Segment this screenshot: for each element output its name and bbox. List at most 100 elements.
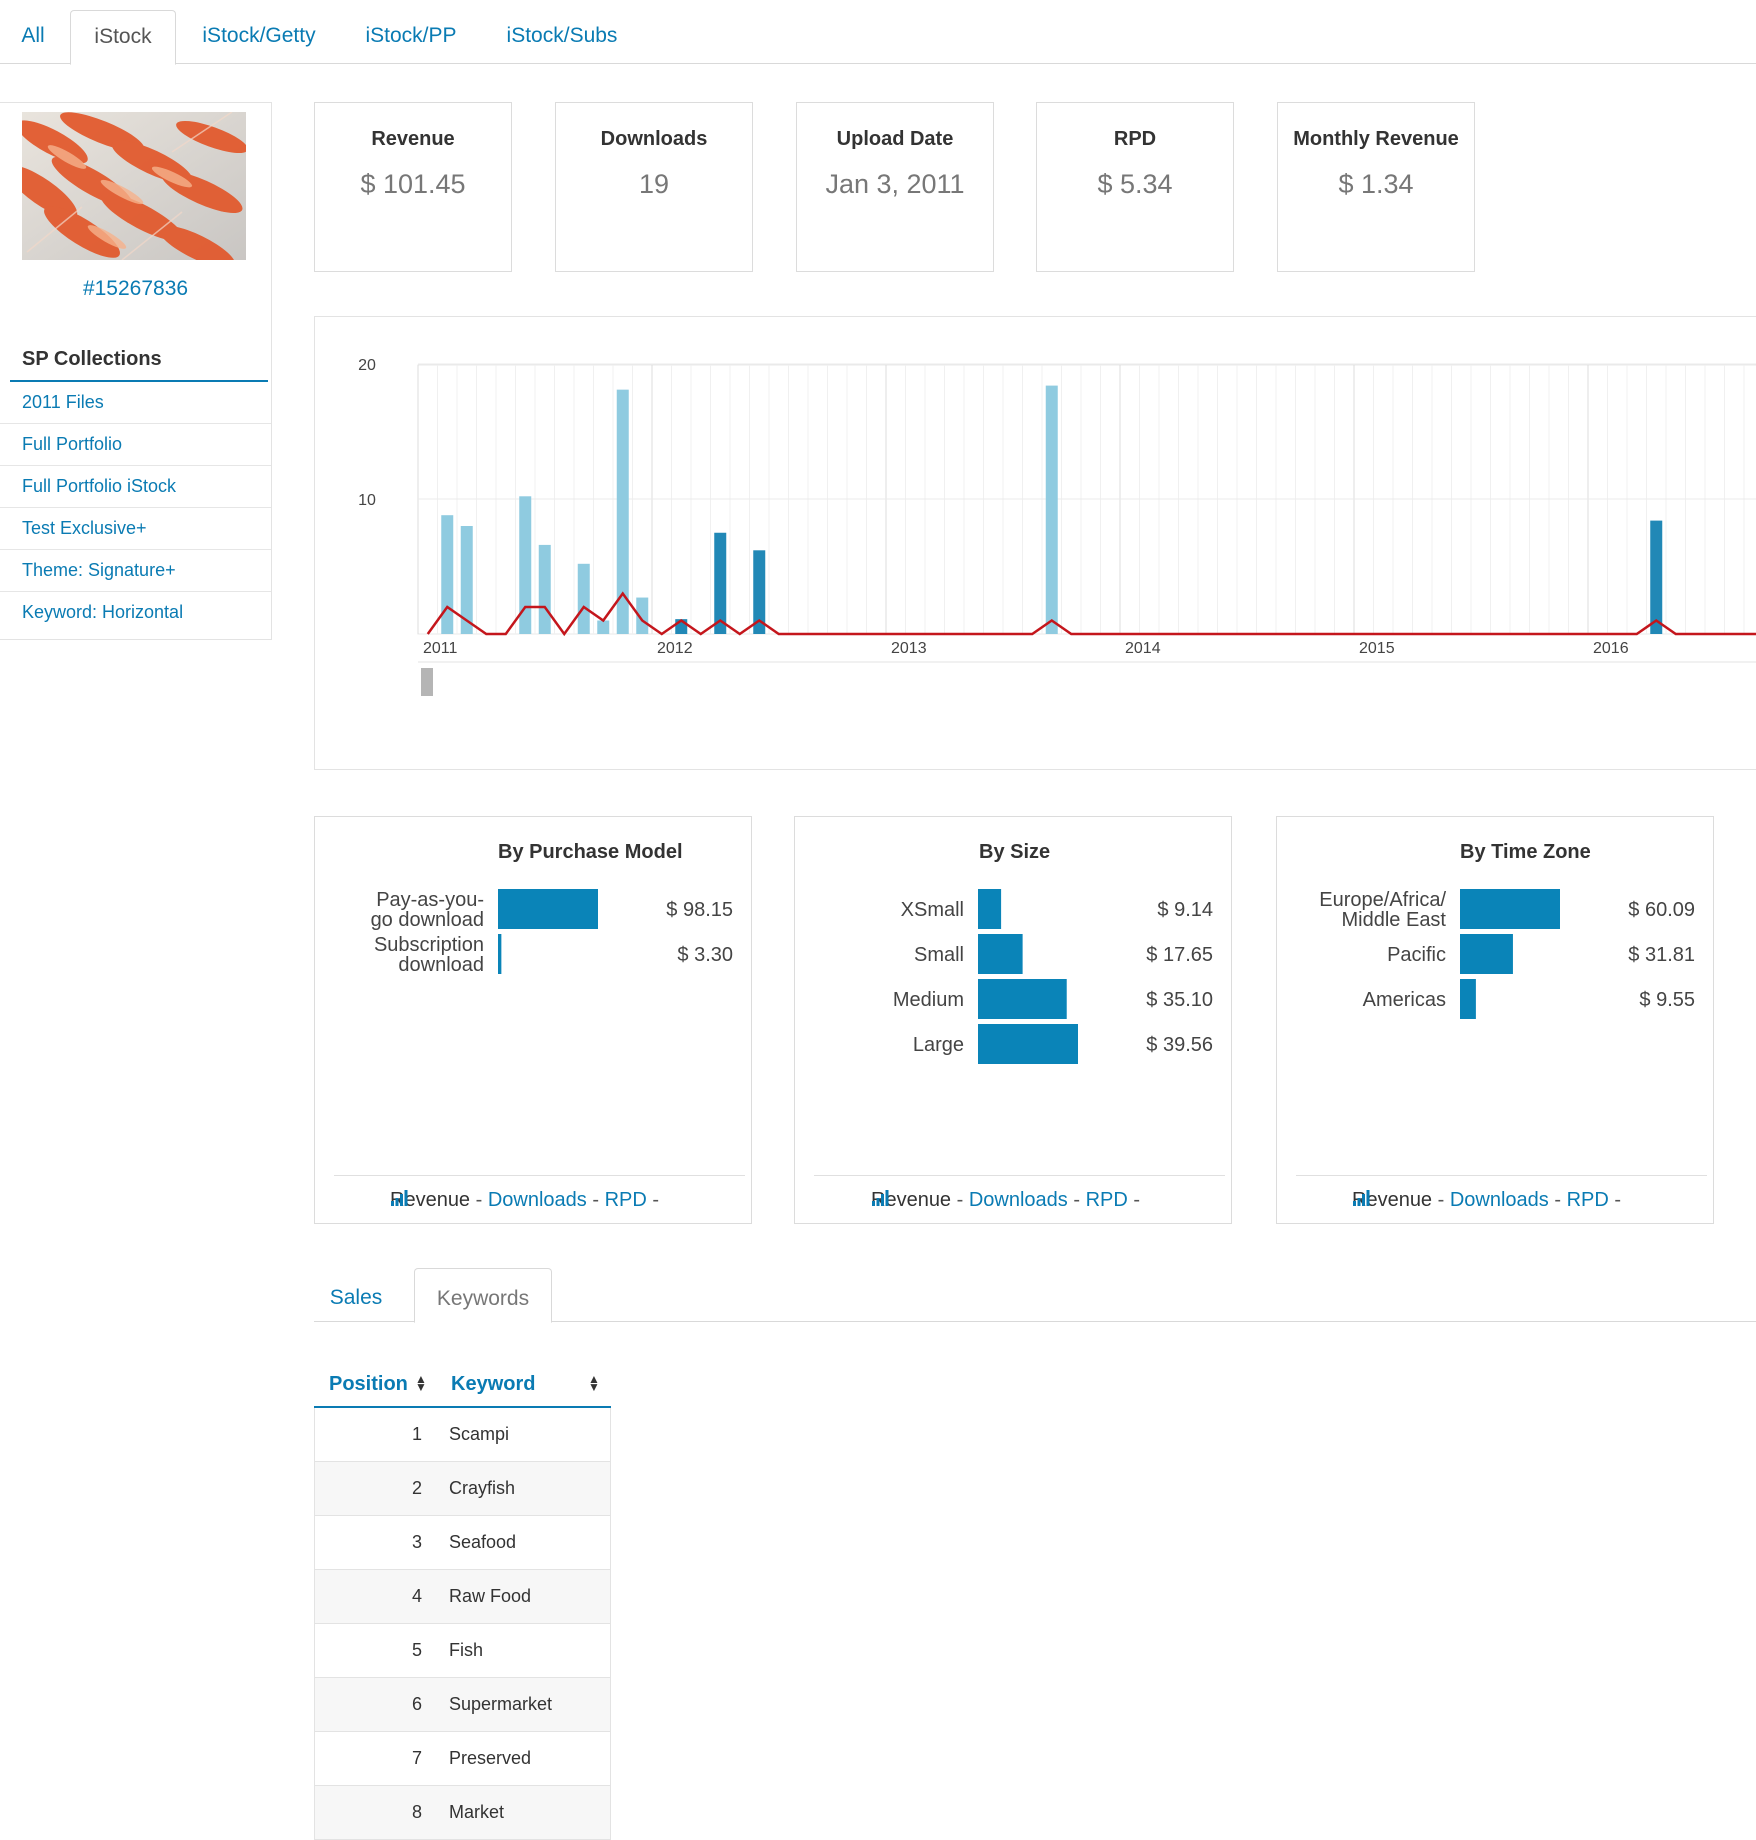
panel-footer-divider bbox=[814, 1175, 1225, 1176]
breakdown-bar[interactable] bbox=[1460, 934, 1513, 974]
stat-label: Monthly Revenue bbox=[1293, 128, 1459, 150]
table-row: 2 Crayfish bbox=[314, 1462, 611, 1516]
table-row: 8 Market bbox=[314, 1786, 611, 1840]
keyword-cell: Fish bbox=[449, 1640, 484, 1660]
timeline-bar[interactable] bbox=[636, 597, 649, 634]
breakdown-bar[interactable] bbox=[498, 934, 502, 974]
scampi-image bbox=[22, 112, 246, 260]
panel-metric-switcher: Revenue - Downloads - RPD - bbox=[871, 1189, 1140, 1212]
panel-title: By Size bbox=[979, 841, 1051, 863]
sort-icon[interactable]: ▲ ▼ bbox=[415, 1372, 427, 1394]
timeline-bar[interactable] bbox=[714, 532, 727, 634]
position-cell: 5 bbox=[411, 1640, 422, 1660]
tab-istock[interactable]: iStock bbox=[70, 10, 176, 65]
collections-title: SP Collections bbox=[22, 348, 162, 370]
value-label: $ 17.65 bbox=[1146, 944, 1213, 966]
x-tick-label: 2012 bbox=[657, 640, 693, 657]
stat-label: Revenue bbox=[371, 128, 455, 150]
collection-item[interactable]: Full Portfolio bbox=[0, 424, 271, 466]
x-tick-label: 2013 bbox=[891, 640, 927, 657]
collection-item[interactable]: Keyword: Horizontal bbox=[22, 602, 184, 622]
panel-footer-divider bbox=[334, 1175, 745, 1176]
column-header-keyword[interactable]: Keyword bbox=[451, 1373, 536, 1395]
bar-chart-icon[interactable] bbox=[871, 1189, 889, 1207]
timeline-bar[interactable] bbox=[1045, 385, 1058, 634]
panel-metric-switcher: Revenue - Downloads - RPD - bbox=[390, 1189, 659, 1212]
category-label: Large bbox=[913, 1034, 964, 1056]
metric-revenue[interactable]: Revenue bbox=[390, 1189, 471, 1211]
y-tick-label: 20 bbox=[358, 357, 376, 374]
category-label: Subscription download bbox=[374, 934, 484, 976]
keyword-cell: Supermarket bbox=[449, 1694, 553, 1714]
sort-icon[interactable]: ▲ ▼ bbox=[588, 1372, 600, 1394]
breakdown-bar[interactable] bbox=[498, 889, 598, 929]
collection-item[interactable]: Test Exclusive+ bbox=[0, 508, 271, 550]
category-label: Pacific bbox=[1387, 944, 1446, 966]
asset-sidebar: #15267836 SP Collections 2011 Files Full… bbox=[0, 102, 272, 640]
collections-divider bbox=[10, 380, 268, 382]
keyword-cell: Seafood bbox=[449, 1532, 517, 1552]
collection-item[interactable]: 2011 Files bbox=[0, 382, 271, 424]
metric-downloads-link[interactable]: Downloads bbox=[487, 1189, 587, 1211]
metric-downloads-link[interactable]: Downloads bbox=[968, 1189, 1068, 1211]
metric-revenue[interactable]: Revenue bbox=[1352, 1189, 1433, 1211]
collection-item[interactable]: Theme: Signature+ bbox=[0, 550, 271, 592]
asset-thumbnail[interactable] bbox=[22, 112, 246, 260]
timeline-bar[interactable] bbox=[519, 496, 532, 634]
category-label: Small bbox=[914, 944, 964, 966]
panel-purchase-model: By Purchase Model Pay-as-you-go download… bbox=[314, 816, 752, 1224]
keyword-cell: Raw Food bbox=[449, 1586, 532, 1606]
tab-sales[interactable]: Sales bbox=[329, 1286, 383, 1309]
breakdown-bar[interactable] bbox=[978, 934, 1023, 974]
value-label: $ 98.15 bbox=[666, 899, 733, 921]
breakdown-bar[interactable] bbox=[978, 1024, 1078, 1064]
size-bars: XSmall $ 9.14 Small $ 17.65 Medium $ 35.10 Lar… bbox=[893, 889, 1213, 1064]
bar-chart-icon[interactable] bbox=[390, 1189, 408, 1207]
timeline-bar[interactable] bbox=[597, 620, 610, 635]
tab-istock-subs[interactable]: iStock/Subs bbox=[506, 24, 618, 47]
timeline-bar[interactable] bbox=[577, 563, 590, 634]
keyword-cell: Preserved bbox=[449, 1748, 532, 1768]
range-handle[interactable] bbox=[421, 668, 433, 696]
breakdown-bar[interactable] bbox=[978, 979, 1067, 1019]
stat-rpd: RPD $ 5.34 bbox=[1036, 102, 1234, 272]
panel-title: By Purchase Model bbox=[498, 841, 683, 863]
keyword-cell: Scampi bbox=[449, 1424, 510, 1444]
x-tick-label: 2011 bbox=[423, 640, 458, 657]
breakdown-bar[interactable] bbox=[1460, 979, 1476, 1019]
timeline-bar[interactable] bbox=[1650, 520, 1663, 634]
separator: - bbox=[1073, 1189, 1081, 1211]
tab-keywords[interactable]: Keywords bbox=[414, 1268, 552, 1323]
table-header: Position ▲ ▼ Keyword ▲ ▼ bbox=[314, 1361, 611, 1408]
metric-revenue[interactable]: Revenue bbox=[871, 1189, 952, 1211]
timeline-bar[interactable] bbox=[538, 544, 551, 634]
table-row: 5 Fish bbox=[314, 1624, 611, 1678]
metric-downloads-link[interactable]: Downloads bbox=[1449, 1189, 1549, 1211]
trend-line bbox=[426, 591, 1756, 637]
collection-item[interactable]: Full Portfolio iStock bbox=[0, 466, 271, 508]
timeline-bar[interactable] bbox=[616, 389, 629, 634]
category-label: Europe/Africa/Middle East bbox=[1319, 889, 1446, 931]
metric-rpd-link[interactable]: RPD bbox=[1085, 1189, 1128, 1211]
metric-rpd-link[interactable]: RPD bbox=[1566, 1189, 1609, 1211]
table-row: 1 Scampi bbox=[314, 1408, 611, 1462]
timeline-bar[interactable] bbox=[460, 526, 473, 634]
detail-tabs: Sales Keywords bbox=[314, 1268, 1756, 1323]
column-header-position[interactable]: Position bbox=[329, 1373, 408, 1395]
timeline-bar[interactable] bbox=[753, 550, 766, 634]
breakdown-bar[interactable] bbox=[978, 889, 1002, 929]
asset-id-link[interactable]: #15267836 bbox=[82, 277, 189, 300]
tab-istock-pp[interactable]: iStock/PP bbox=[365, 24, 457, 47]
position-cell: 2 bbox=[411, 1478, 422, 1498]
separator: - bbox=[1614, 1189, 1622, 1211]
value-label: $ 39.56 bbox=[1146, 1034, 1213, 1056]
timeline-svg: 10 20 2011 2012 2013 2014 2015 2016 bbox=[358, 357, 1756, 696]
breakdown-bar[interactable] bbox=[1460, 889, 1560, 929]
tab-istock-getty[interactable]: iStock/Getty bbox=[202, 24, 316, 47]
bar-chart-icon[interactable] bbox=[1352, 1189, 1370, 1207]
timeline-bar[interactable] bbox=[441, 515, 454, 634]
stat-value: Jan 3, 2011 bbox=[825, 169, 965, 199]
value-label: $ 9.14 bbox=[1157, 899, 1213, 921]
tab-all[interactable]: All bbox=[21, 24, 45, 47]
metric-rpd-link[interactable]: RPD bbox=[604, 1189, 647, 1211]
